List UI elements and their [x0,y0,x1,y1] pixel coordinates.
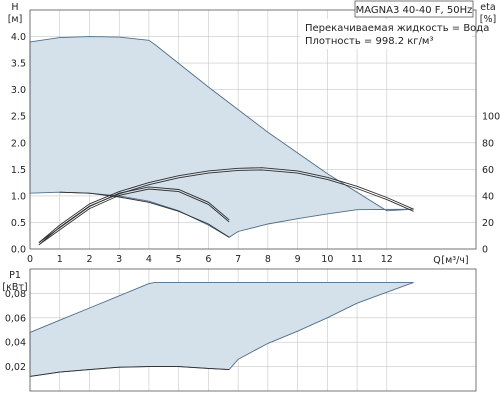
power-axis-unit: [кВт] [2,282,27,293]
power-series [29,281,414,377]
flow-tick-label: 8 [265,254,271,265]
head-axis-label: H [11,2,18,13]
power-tick-label: 0,02 [5,362,26,373]
head-curve-min [59,191,230,238]
flow-tick-label: 11 [351,254,363,265]
eta-tick-label: 0 [482,245,488,256]
density-info: Плотность = 998.2 кг/м³ [305,36,434,47]
flow-tick-label: 5 [176,254,182,265]
power-tick-label: 0,04 [5,338,26,349]
head-tick-label: 3.0 [11,85,26,96]
eta-axis-unit: [%] [480,14,496,25]
flow-axis-unit: [м³/ч] [441,255,468,266]
head-tick-label: 0.5 [11,218,26,229]
head-panel: 0 1 2 3 4 5 6 7 8 9 10 11 120.00.51.01.52.02.53.03.5… [8,0,500,266]
eta-tick-label: 80 [482,138,494,149]
info-box [300,19,472,49]
eta-tick-label: 40 [482,191,494,202]
head-tick-label: 4.0 [11,32,26,43]
model-title-box [354,0,474,18]
eta-tick-label: 60 [482,165,494,176]
power-curve-min [29,366,230,377]
head-tick-label: 2.5 [11,112,26,123]
eta-tick-label: 20 [482,218,494,229]
head-tick-label: 1.0 [11,191,26,202]
efficiency-curve-min [38,186,230,243]
flow-tick-label: 0 [27,254,33,265]
head-tick-label: 3.5 [11,59,26,70]
flow-tick-label: 6 [205,254,211,265]
power-tick-label: 0,08 [5,289,26,300]
head-tick-label: 1.5 [11,165,26,176]
flow-tick-label: 1 [57,254,63,265]
power-panel: 0,02 0,04 0,06 0,08 P1 [кВт] [2,268,477,392]
model-title: MAGNA3 40-40 F, 50Hz [356,5,473,16]
flow-tick-label: 12 [381,254,393,265]
power-tick-label: 0,06 [5,313,26,324]
flow-tick-label: 10 [321,254,333,265]
power-tick-labels: 0,02 0,04 0,06 0,08 [5,289,26,373]
flow-tick-label: 7 [235,254,241,265]
eta-axis-label: eta [480,2,495,13]
liquid-info: Перекачиваемая жидкость = Вода [305,23,489,34]
power-plot-frame [29,268,477,392]
power-operating-range [29,281,414,377]
efficiency-curve-min-inner [38,188,230,246]
head-series [29,36,414,246]
head-plot-frame [29,9,477,250]
head-axis-unit: [м] [8,14,23,25]
flow-axis-label: Q [433,255,440,266]
efficiency-curve [38,167,414,243]
head-tick-labels: 0 1 2 3 4 5 6 7 8 9 10 11 120.00.51.01.52.02.53.03.5… [11,32,500,265]
flow-tick-label: 2 [86,254,92,265]
head-operating-range [29,36,414,238]
flow-tick-label: 4 [146,254,152,265]
flow-tick-label: 9 [295,254,301,265]
power-axis-label: P1 [9,270,21,281]
eta-tick-label: 100 [482,112,500,123]
head-tick-label: 2.0 [11,138,26,149]
flow-tick-label: 3 [116,254,122,265]
head-tick-label: 0.0 [11,245,26,256]
